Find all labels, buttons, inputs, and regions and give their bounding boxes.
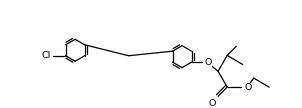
Text: O: O [245, 83, 252, 92]
Text: O: O [209, 99, 216, 108]
Text: O: O [204, 58, 212, 67]
Text: Cl: Cl [42, 51, 51, 60]
